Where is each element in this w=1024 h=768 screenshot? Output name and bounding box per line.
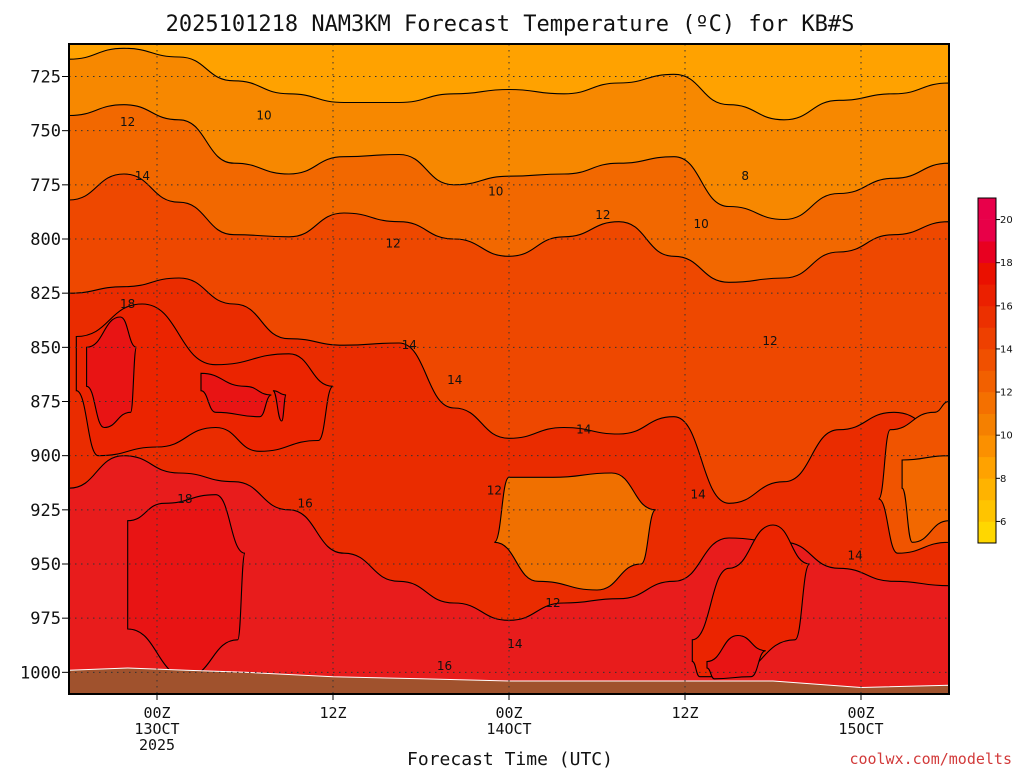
y-tick-label: 800 [30, 230, 61, 250]
colorbar-swatch [978, 521, 996, 544]
contour-label: 18 [177, 492, 192, 506]
contour-label: 14 [135, 169, 150, 183]
colorbar-swatch [978, 348, 996, 371]
colorbar-swatch [978, 499, 996, 522]
x-tick-label: 00Z [495, 704, 522, 722]
colorbar-swatch [978, 262, 996, 285]
contour-label: 12 [120, 115, 135, 129]
y-tick-label: 900 [30, 447, 61, 467]
colorbar-label: 20 [1000, 215, 1013, 226]
y-tick-label: 975 [30, 609, 61, 629]
credit-link[interactable]: coolwx.com/modelts [849, 750, 1012, 768]
contour-label: 14 [691, 488, 706, 502]
contour-labels: 12 10 14 8 10 12 10 12 18 14 12 14 14 12 18 16 14 14 12 14 1… [120, 109, 863, 673]
colorbar-swatch [978, 327, 996, 350]
x-tick-label: 12Z [671, 704, 698, 722]
colorbar-swatch [978, 435, 996, 458]
colorbar-label: 6 [1000, 517, 1006, 528]
y-tick-label: 750 [30, 122, 61, 142]
contour-label: 16 [437, 659, 452, 673]
x-axis-label: Forecast Time (UTC) [407, 749, 613, 768]
colorbar-swatch [978, 456, 996, 479]
colorbar-swatch [978, 392, 996, 414]
contour-label: 12 [595, 208, 610, 222]
colorbar-label: 8 [1000, 474, 1006, 485]
contour-region-0 [493, 472, 657, 591]
grid-lines [69, 44, 949, 694]
contour-label: 10 [256, 109, 271, 123]
colorbar-swatch [978, 305, 996, 328]
y-tick-label: 850 [30, 338, 61, 358]
colorbar-swatch [978, 241, 996, 263]
y-tick-label: 925 [30, 501, 61, 521]
y-tick-label: 875 [30, 393, 61, 413]
x-tick-label: 15OCT [838, 720, 883, 738]
contour-label: 12 [545, 596, 560, 610]
y-tick-label: 725 [30, 68, 61, 88]
contour-region-2 [86, 316, 138, 429]
chart-title: 2025101218 NAM3KM Forecast Temperature (… [166, 12, 855, 37]
x-tick-label: 00Z [847, 704, 874, 722]
contour-label: 14 [576, 423, 591, 437]
contour-label: 14 [847, 548, 862, 562]
colorbar-frame [977, 197, 997, 544]
contour-label: 14 [447, 373, 462, 387]
colorbar-swatch [978, 284, 996, 307]
y-tick-label: 950 [30, 555, 61, 575]
x-tick-label: 2025 [139, 736, 175, 754]
contour-region-3 [200, 372, 272, 418]
contour-label: 14 [507, 637, 522, 651]
colorbar-swatch [978, 370, 996, 393]
colorbar-label: 18 [1000, 258, 1013, 269]
y-tick-label: 775 [30, 176, 61, 196]
contour-label: 12 [385, 236, 400, 250]
contour-label: 8 [741, 169, 749, 183]
contour-label: 18 [120, 297, 135, 311]
contour-region-7 [706, 634, 766, 680]
colorbar-label: 12 [1000, 388, 1013, 399]
colorbar-swatch [978, 219, 996, 242]
colorbar-swatch [978, 413, 996, 436]
colorbar-label: 14 [1000, 344, 1013, 355]
plot-area: 12 10 14 8 10 12 10 12 18 14 12 14 14 12 18 16 14 14 12 14 1… [69, 44, 949, 694]
contour-label: 14 [402, 338, 417, 352]
x-tick-label: 12Z [319, 704, 346, 722]
colorbar-swatch [978, 198, 996, 220]
x-tick-label: 14OCT [486, 720, 531, 738]
y-axis-pressure: 725 750 775 800 825 850 875 900 925 950 975 1000 [20, 68, 69, 683]
colorbar-label: 16 [1000, 301, 1013, 312]
contour-label: 12 [762, 334, 777, 348]
contour-label: 12 [487, 483, 502, 497]
contour-label: 16 [297, 496, 312, 510]
y-tick-label: 825 [30, 284, 61, 304]
colorbar-label: 10 [1000, 431, 1013, 442]
contour-label: 10 [488, 184, 503, 198]
y-tick-label: 1000 [20, 663, 61, 683]
contour-region-4 [272, 390, 287, 422]
x-tick-label: 00Z [143, 704, 170, 722]
contour-region-6 [691, 524, 811, 678]
x-tick-label: 13OCT [134, 720, 179, 738]
colorbar-legend: 6 8 10 12 14 16 18 20 [977, 197, 1013, 544]
contour-label: 10 [693, 217, 708, 231]
colorbar-swatch [978, 478, 996, 501]
